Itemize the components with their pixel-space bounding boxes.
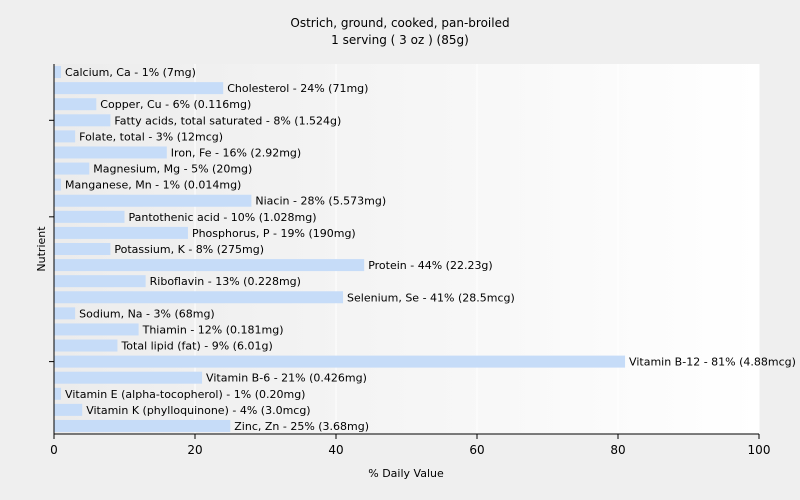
bar-label: Fatty acids, total saturated - 8% (1.524… [114,114,341,127]
y-axis-label: Nutrient [35,226,48,272]
bar [54,259,365,272]
bar [54,419,231,432]
bar-label: Potassium, K - 8% (275mg) [114,243,264,256]
bar-label: Vitamin E (alpha-tocopherol) - 1% (0.20m… [65,388,305,401]
bar [54,66,62,79]
chart-subtitle: 1 serving ( 3 oz ) (85g) [331,33,469,47]
bar-label: Folate, total - 3% (12mcg) [79,130,223,143]
bar [54,403,83,416]
x-tick-label: 0 [50,443,58,457]
x-tick-label: 40 [328,443,343,457]
bar-label: Calcium, Ca - 1% (7mg) [65,66,196,79]
bar-label: Niacin - 28% (5.573mg) [255,195,386,208]
bar [54,130,76,143]
bar-label: Total lipid (fat) - 9% (6.01g) [120,340,272,353]
bar-label: Iron, Fe - 16% (2.92mg) [171,146,301,159]
axes [49,64,759,435]
bar [54,114,111,127]
bar-label: Phosphorus, P - 19% (190mg) [192,227,356,240]
bar [54,226,188,239]
bar-label: Vitamin K (phylloquinone) - 4% (3.0mcg) [86,404,310,417]
bar-label: Sodium, Na - 3% (68mg) [79,307,215,320]
bar [54,387,62,400]
bar [54,243,111,255]
bar [54,194,252,207]
x-tick-label: 100 [748,443,771,457]
x-ticks: 0 20 40 60 80 100 [50,434,770,457]
bar-label: Zinc, Zn - 25% (3.68mg) [234,420,369,433]
bar [54,339,118,352]
bar-label: Pantothenic acid - 10% (1.028mg) [129,211,317,224]
bar [54,162,90,175]
x-axis-label: % Daily Value [368,467,444,480]
bar [54,275,146,288]
bar-label: Protein - 44% (22.23g) [368,259,493,272]
chart-title: Ostrich, ground, cooked, pan-broiled [290,16,509,30]
bar-label: Vitamin B-12 - 81% (4.88mcg) [629,356,796,369]
bar-label: Vitamin B-6 - 21% (0.426mg) [206,372,367,385]
x-tick-label: 20 [187,443,202,457]
bar [54,210,125,223]
bar [54,178,62,191]
bar-label: Manganese, Mn - 1% (0.014mg) [65,179,241,192]
bar [54,355,626,368]
bar [54,98,97,111]
bar-label: Thiamin - 12% (0.181mg) [142,323,284,336]
x-tick-label: 80 [610,443,625,457]
bar [54,307,76,320]
bar-label: Selenium, Se - 41% (28.5mcg) [347,291,515,304]
bar [54,146,167,159]
bar [54,82,224,95]
bar [54,371,203,384]
bar-label: Cholesterol - 24% (71mg) [227,82,368,95]
x-tick-label: 60 [469,443,484,457]
bar-label: Magnesium, Mg - 5% (20mg) [93,163,252,176]
bar [54,291,344,304]
bar [54,323,139,336]
bar-label: Riboflavin - 13% (0.228mg) [150,275,301,288]
bar-label: Copper, Cu - 6% (0.116mg) [100,98,251,111]
bars: Calcium, Ca - 1% (7mg) Cholesterol - 24% … [54,66,796,433]
